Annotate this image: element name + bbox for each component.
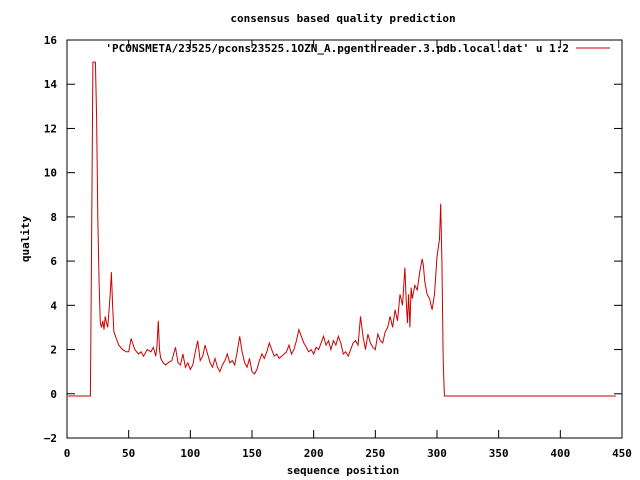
x-axis-label: sequence position xyxy=(287,464,400,477)
y-tick-label: 2 xyxy=(50,344,57,357)
y-tick-label: 14 xyxy=(44,78,58,91)
y-tick-label: 10 xyxy=(44,167,57,180)
series-line xyxy=(68,61,616,397)
x-tick-label: 300 xyxy=(427,447,447,460)
y-tick-label: 4 xyxy=(50,299,57,312)
legend-entry-label: 'PCONSMETA/23525/pcons23525.1OZN_A.pgent… xyxy=(105,42,569,55)
legend: 'PCONSMETA/23525/pcons23525.1OZN_A.pgent… xyxy=(105,42,610,55)
x-tick-label: 50 xyxy=(122,447,135,460)
x-tick-label: 200 xyxy=(304,447,324,460)
y-axis-label: quality xyxy=(19,215,32,262)
y-tick-label: 6 xyxy=(50,255,57,268)
x-tick-label: 0 xyxy=(64,447,71,460)
y-tick-label: −2 xyxy=(44,432,57,445)
chart-title: consensus based quality prediction xyxy=(230,12,455,25)
x-tick-label: 250 xyxy=(365,447,385,460)
plot-frame xyxy=(66,39,623,439)
y-tick-label: 8 xyxy=(50,211,57,224)
x-tick-label: 350 xyxy=(489,447,509,460)
y-tick-label: 12 xyxy=(44,122,57,135)
x-tick-label: 100 xyxy=(180,447,200,460)
y-tick-label: 16 xyxy=(44,34,58,47)
x-axis-ticks: 0 50 100 150 200 250 300 350 400 450 xyxy=(64,40,632,460)
x-tick-label: 400 xyxy=(550,447,570,460)
y-tick-label: 0 xyxy=(50,388,57,401)
x-tick-label: 450 xyxy=(612,447,632,460)
x-tick-label: 150 xyxy=(242,447,262,460)
y-axis-ticks: −2 0 2 4 6 8 10 12 14 16 xyxy=(44,34,622,445)
